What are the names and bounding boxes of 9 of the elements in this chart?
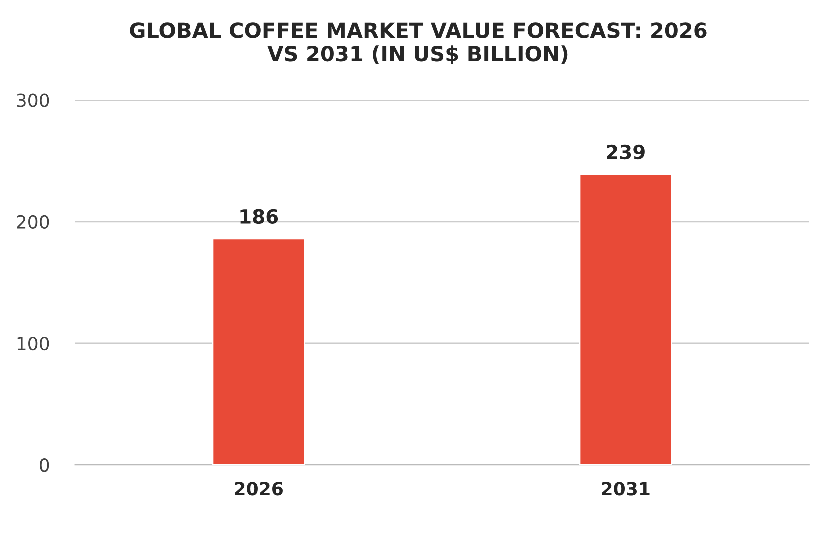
data-label: 186 bbox=[240, 209, 278, 224]
y-tick-label: 0 bbox=[40, 458, 50, 472]
chart-title: GLOBAL COFFEE MARKET VALUE FORECAST: 2026 VS 2031 (IN US$ BILLION) bbox=[130, 22, 707, 64]
y-tick-label: 200 bbox=[17, 215, 50, 229]
y-tick-label: 300 bbox=[17, 94, 50, 108]
x-tick-label: 2031 bbox=[602, 482, 650, 496]
y-tick-label: 100 bbox=[18, 336, 50, 351]
x-tick-label: 2026 bbox=[235, 482, 283, 496]
data-label: 239 bbox=[607, 144, 645, 160]
